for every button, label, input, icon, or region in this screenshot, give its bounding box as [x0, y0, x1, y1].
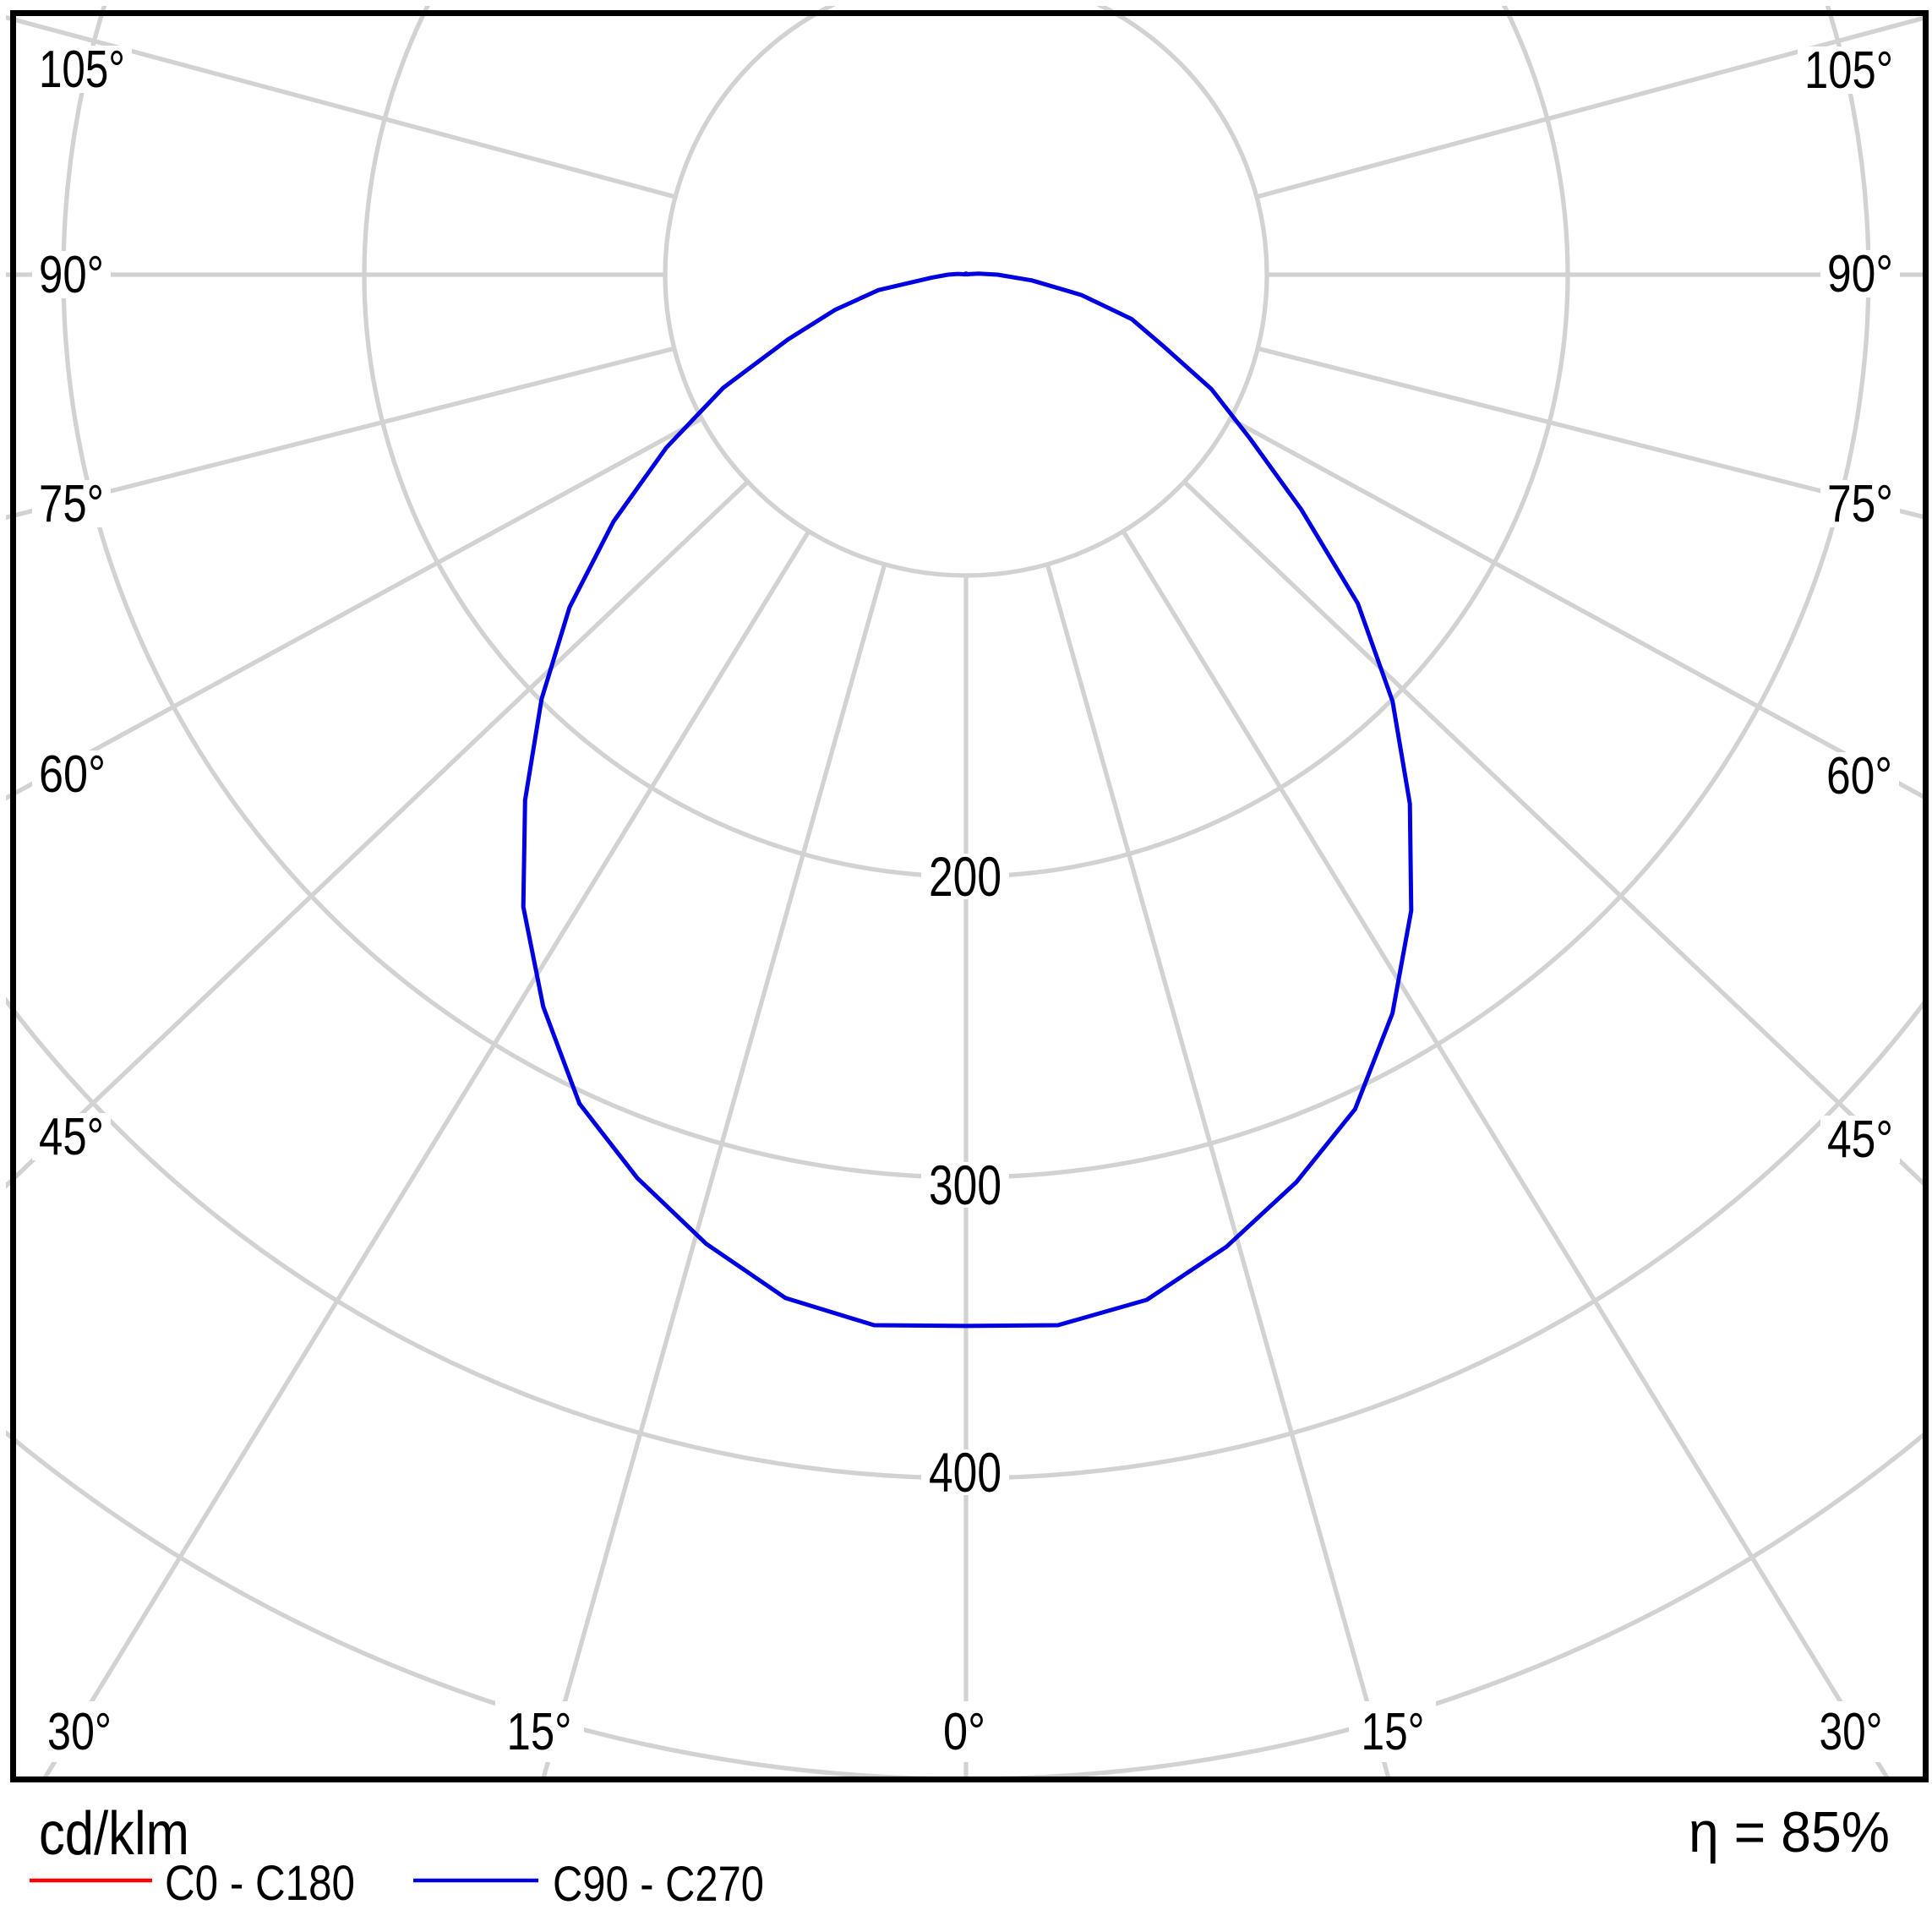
svg-text:90°: 90° — [1827, 245, 1893, 303]
svg-text:45°: 45° — [1827, 1111, 1893, 1169]
svg-text:η = 85%: η = 85% — [1689, 1800, 1890, 1864]
svg-text:cd/klm: cd/klm — [39, 1800, 189, 1868]
svg-text:60°: 60° — [39, 745, 106, 804]
svg-text:300: 300 — [929, 1154, 1001, 1216]
svg-text:C0 - C180: C0 - C180 — [165, 1856, 355, 1911]
svg-text:0°: 0° — [943, 1703, 985, 1761]
svg-text:15°: 15° — [1362, 1703, 1425, 1761]
svg-text:400: 400 — [929, 1441, 1001, 1504]
svg-text:75°: 75° — [1827, 475, 1893, 533]
svg-text:45°: 45° — [39, 1108, 104, 1166]
svg-text:75°: 75° — [39, 475, 104, 533]
svg-text:30°: 30° — [1820, 1703, 1883, 1761]
svg-text:15°: 15° — [507, 1703, 572, 1761]
svg-text:105°: 105° — [1804, 41, 1893, 100]
svg-text:30°: 30° — [47, 1703, 112, 1761]
svg-text:60°: 60° — [1826, 747, 1892, 805]
svg-text:90°: 90° — [39, 246, 104, 304]
svg-text:C90 - C270: C90 - C270 — [553, 1857, 764, 1912]
svg-text:105°: 105° — [39, 41, 125, 99]
svg-text:200: 200 — [929, 845, 1001, 908]
